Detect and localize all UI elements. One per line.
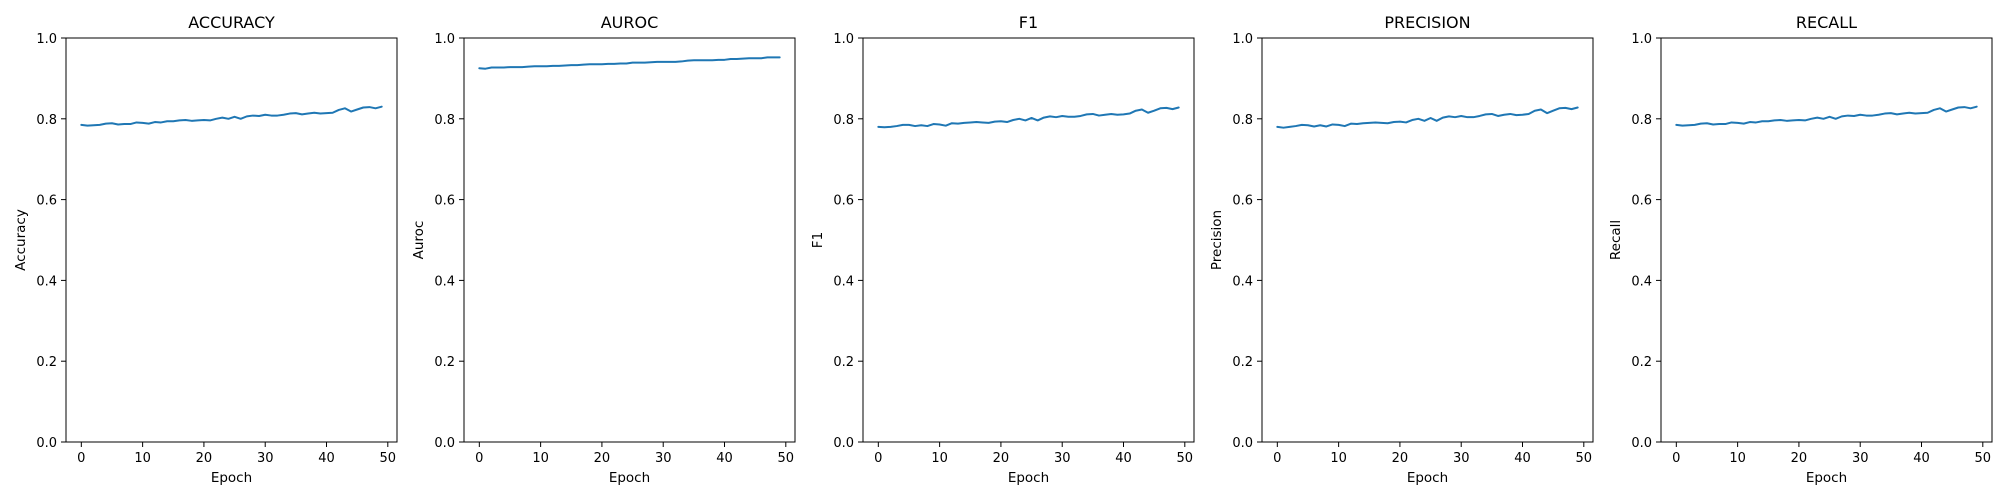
chart-panel: 0 10 20 30 40 50 0.0 0.2 0.4 0.6 0.8 1.0 ACCURACY Epo… [13, 13, 398, 486]
axes-frame [862, 37, 1195, 443]
x-tick-label: 30 [1852, 451, 1869, 466]
chart-title: ACCURACY [188, 13, 275, 32]
y-tick-label: 0.8 [1631, 113, 1652, 128]
x-tick-label: 0 [1672, 451, 1680, 466]
y-tick-label: 0.0 [833, 436, 854, 451]
x-tick-label: 10 [134, 451, 151, 466]
y-tick-label: 1.0 [434, 32, 455, 47]
x-tick-label: 30 [1453, 451, 1470, 466]
y-tick-label: 0.4 [434, 274, 455, 289]
x-axis-label: Epoch [1407, 470, 1448, 486]
series-line [1675, 105, 1978, 127]
x-tick-label: 40 [318, 451, 335, 466]
y-tick-label: 0.4 [36, 274, 57, 289]
x-tick-label: 10 [1330, 451, 1347, 466]
series-line [877, 106, 1180, 129]
x-tick-label: 0 [475, 451, 483, 466]
x-tick-label: 10 [931, 451, 948, 466]
y-tick-label: 0.4 [833, 274, 854, 289]
x-tick-label: 50 [778, 451, 795, 466]
chart-panel: 0 10 20 30 40 50 0.0 0.2 0.4 0.6 0.8 1.0 PRECISION Ep… [1209, 13, 1594, 486]
chart-panel: 0 10 20 30 40 50 0.0 0.2 0.4 0.6 0.8 1.0 AUROC Epoch A… [411, 13, 796, 486]
y-axis-label: Accuracy [13, 209, 29, 271]
x-tick-label: 50 [1177, 451, 1194, 466]
x-tick-label: 10 [1729, 451, 1746, 466]
axes-frame [65, 37, 398, 443]
x-tick-label: 40 [1913, 451, 1930, 466]
x-axis-label: Epoch [1806, 470, 1847, 486]
y-tick-label: 0.6 [833, 194, 854, 209]
y-tick-label: 0.8 [36, 113, 57, 128]
y-axis-label: F1 [810, 232, 826, 248]
x-axis-label: Epoch [211, 470, 252, 486]
chart-title: F1 [1019, 13, 1038, 32]
axes-frame [1261, 37, 1594, 443]
y-axis-label: Recall [1608, 220, 1624, 260]
x-axis-label: Epoch [1008, 470, 1049, 486]
chart-title: PRECISION [1384, 13, 1470, 32]
y-axis-label: Precision [1209, 210, 1225, 270]
y-tick-label: 0.2 [833, 355, 854, 370]
x-tick-label: 20 [1791, 451, 1808, 466]
y-tick-label: 0.8 [833, 113, 854, 128]
y-tick-label: 0.0 [434, 436, 455, 451]
x-tick-label: 20 [594, 451, 611, 466]
x-tick-label: 50 [1576, 451, 1593, 466]
axes-frame [463, 37, 796, 443]
y-tick-label: 0.4 [1232, 274, 1253, 289]
series-line [478, 56, 781, 70]
y-tick-label: 0.2 [36, 355, 57, 370]
y-tick-label: 0.6 [1232, 194, 1253, 209]
y-tick-label: 0.6 [36, 194, 57, 209]
x-tick-label: 20 [993, 451, 1010, 466]
y-tick-label: 0.6 [1631, 194, 1652, 209]
x-tick-label: 0 [1273, 451, 1281, 466]
x-tick-label: 10 [532, 451, 549, 466]
x-tick-label: 40 [1115, 451, 1132, 466]
y-tick-label: 1.0 [1631, 32, 1652, 47]
y-tick-label: 0.2 [434, 355, 455, 370]
y-tick-label: 0.2 [1232, 355, 1253, 370]
chart-title: AUROC [601, 13, 659, 32]
y-tick-label: 0.0 [36, 436, 57, 451]
x-tick-label: 50 [1975, 451, 1992, 466]
x-tick-label: 0 [77, 451, 85, 466]
axes-frame [1660, 37, 1993, 443]
x-tick-label: 0 [874, 451, 882, 466]
y-tick-label: 1.0 [833, 32, 854, 47]
series-line [1276, 106, 1579, 129]
y-tick-label: 0.8 [1232, 113, 1253, 128]
x-tick-label: 40 [716, 451, 733, 466]
series-line [80, 105, 383, 127]
chart-panel: 0 10 20 30 40 50 0.0 0.2 0.4 0.6 0.8 1.0 F1 Epoch F1 [810, 13, 1195, 486]
y-axis-label: Auroc [411, 221, 427, 260]
y-tick-label: 1.0 [36, 32, 57, 47]
chart-panel: 0 10 20 30 40 50 0.0 0.2 0.4 0.6 0.8 1.0 RECALL Epoch… [1608, 13, 1993, 486]
chart-title: RECALL [1796, 13, 1857, 32]
x-tick-label: 50 [380, 451, 397, 466]
y-tick-label: 0.4 [1631, 274, 1652, 289]
x-axis-label: Epoch [609, 470, 650, 486]
x-tick-label: 20 [1392, 451, 1409, 466]
y-tick-label: 0.8 [434, 113, 455, 128]
x-tick-label: 40 [1514, 451, 1531, 466]
x-tick-label: 30 [655, 451, 672, 466]
y-tick-label: 1.0 [1232, 32, 1253, 47]
x-tick-label: 20 [196, 451, 213, 466]
y-tick-label: 0.6 [434, 194, 455, 209]
y-tick-label: 0.0 [1631, 436, 1652, 451]
x-tick-label: 30 [1054, 451, 1071, 466]
y-tick-label: 0.0 [1232, 436, 1253, 451]
x-tick-label: 30 [257, 451, 274, 466]
y-tick-label: 0.2 [1631, 355, 1652, 370]
